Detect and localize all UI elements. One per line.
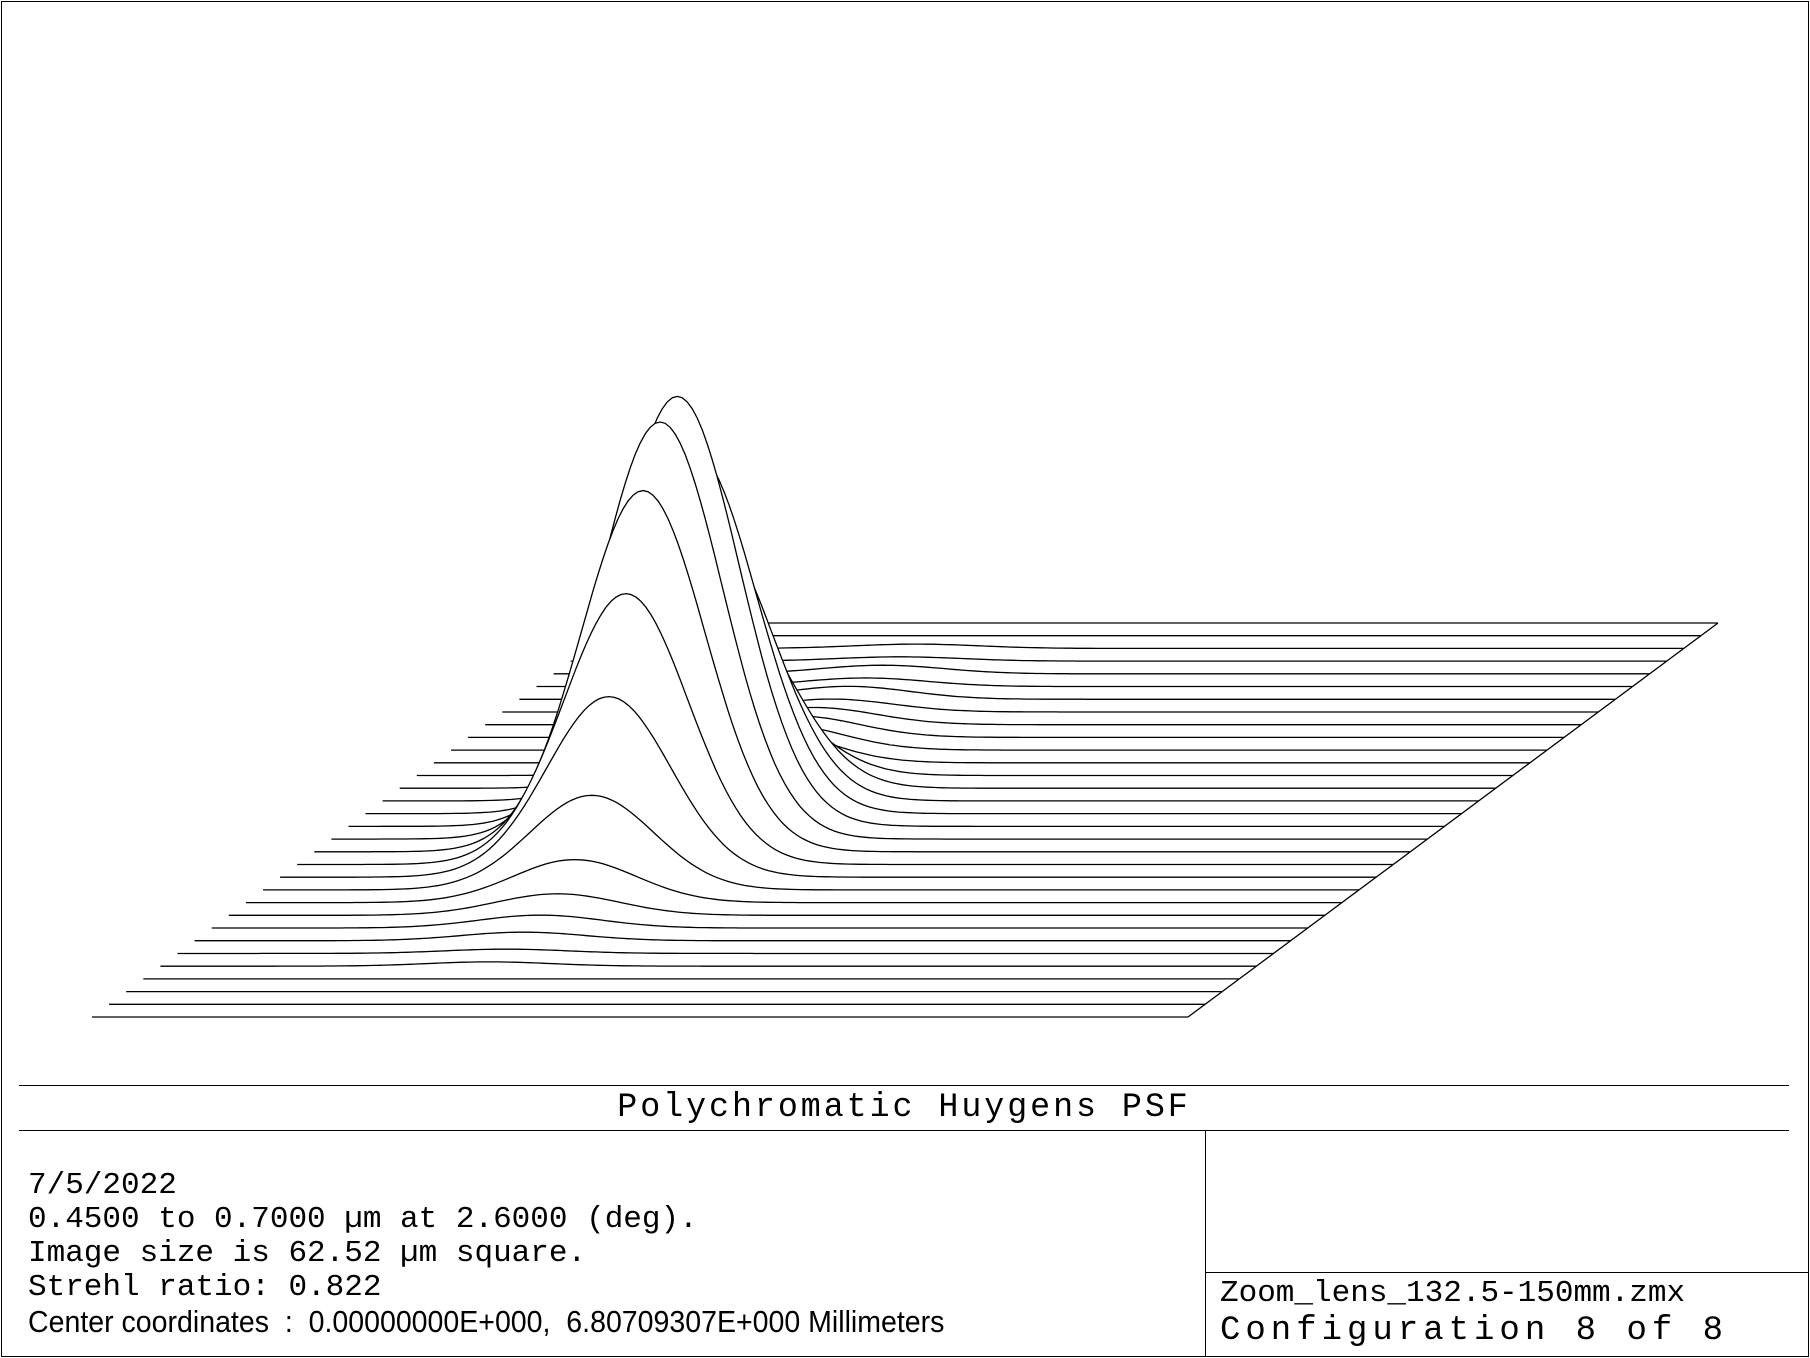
wavelength-label: 0.4500 to 0.7000 µm at 2.6000 (deg). (28, 1202, 698, 1237)
psf-trace-line (211, 914, 1308, 929)
psf-trace-line (228, 893, 1325, 916)
psf-trace-line (245, 858, 1342, 904)
panel-divider-horizontal (1205, 1272, 1808, 1273)
psf-trace-line (297, 592, 1394, 866)
date-label: 7/5/2022 (28, 1168, 177, 1203)
base-plane-edge (1187, 622, 1719, 1018)
configuration-label: Configuration 8 of 8 (1220, 1312, 1729, 1350)
psf-trace-line (194, 931, 1291, 942)
psf-trace-line (280, 695, 1377, 878)
image-size-label: Image size is 62.52 µm square. (28, 1236, 587, 1271)
info-panel: 7/5/2022 0.4500 to 0.7000 µm at 2.6000 (… (28, 1169, 1188, 1339)
file-name: Zoom_lens_132.5-150mm.zmx (1220, 1276, 1686, 1311)
center-coordinates-label: Center coordinates : 0.00000000E+000, 6.… (28, 1304, 945, 1339)
psf-trace-line (263, 794, 1359, 891)
chart-title: Polychromatic Huygens PSF (19, 1085, 1789, 1131)
trace-mask (92, 1017, 1188, 1057)
panel-divider-vertical (1205, 1130, 1206, 1356)
psf-surface-plot (92, 395, 1719, 1057)
strehl-label: Strehl ratio: 0.822 (28, 1270, 382, 1305)
file-box: Zoom_lens_132.5-150mm.zmx Configuration … (1220, 1276, 1800, 1350)
psf-trace-line (177, 948, 1274, 955)
psf-trace-line (314, 489, 1411, 853)
psf-trace-line (160, 961, 1257, 967)
